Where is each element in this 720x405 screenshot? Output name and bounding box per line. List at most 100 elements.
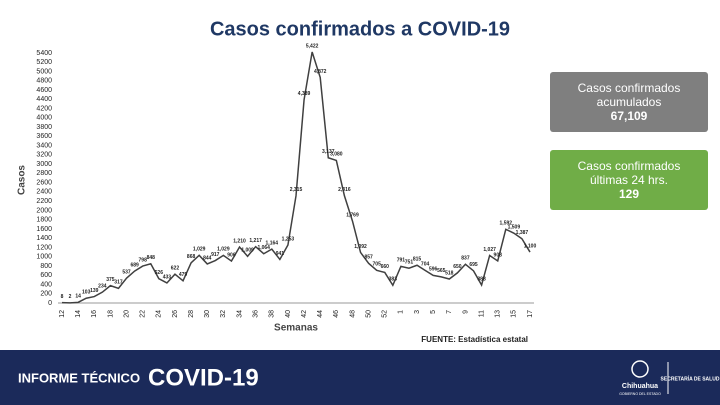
data-label: 1,387 [516, 230, 529, 236]
y-tick-label: 4000 [36, 115, 52, 122]
data-label: 857 [364, 255, 373, 261]
data-label: 317 [114, 280, 123, 286]
x-tick-label: 17 [527, 310, 534, 318]
y-tick-label: 4800 [36, 78, 52, 85]
x-tick-label: 9 [462, 310, 469, 314]
y-tick-label: 5200 [36, 59, 52, 66]
data-label: 433 [163, 274, 172, 280]
y-tick-label: 1400 [36, 235, 52, 242]
data-label: 1,064 [257, 245, 270, 251]
data-label: 1,210 [233, 238, 246, 244]
data-label: 2,315 [290, 187, 303, 193]
data-label: 5,422 [306, 43, 319, 49]
data-label: 695 [469, 262, 478, 268]
y-tick-label: 2400 [36, 189, 52, 196]
y-tick-label: 5400 [36, 50, 52, 57]
footer-government: GOBIERNO DEL ESTADO [619, 392, 661, 396]
x-tick-label: 12 [59, 310, 66, 318]
y-tick-label: 2200 [36, 198, 52, 205]
data-label: 1,769 [346, 212, 359, 218]
y-tick-label: 200 [40, 291, 52, 298]
x-tick-label: 7 [446, 310, 453, 314]
y-tick-label: 5000 [36, 68, 52, 75]
x-tick-label: 14 [75, 310, 82, 318]
data-label: 751 [405, 260, 414, 266]
y-tick-label: 2600 [36, 179, 52, 186]
line [61, 51, 531, 304]
x-tick-label: 34 [236, 310, 243, 318]
data-label: 704 [421, 262, 430, 268]
y-tick-label: 3400 [36, 142, 52, 149]
y-tick-label: 3800 [36, 124, 52, 131]
x-tick-label: 11 [478, 310, 485, 317]
data-label: 388 [477, 276, 486, 282]
x-tick-label: 16 [91, 310, 98, 318]
footer-state: Chihuahua [622, 383, 658, 390]
summary-card: Casos confirmados últimas 24 hrs. 129 [550, 150, 708, 210]
x-tick-label: 26 [172, 310, 179, 318]
y-tick-label: 1200 [36, 244, 52, 251]
x-tick-label: 3 [414, 310, 421, 314]
data-label: 908 [494, 252, 503, 258]
x-tick-label: 32 [220, 310, 227, 318]
x-tick-label: 24 [156, 310, 163, 318]
x-tick-label: 42 [301, 310, 308, 318]
data-label: 1,092 [354, 244, 367, 250]
x-tick-label: 30 [204, 310, 211, 318]
x-tick-label: 46 [333, 310, 340, 318]
data-label: 14 [75, 294, 81, 300]
x-tick-label: 28 [188, 310, 195, 318]
source: FUENTE: Estadística estatal [421, 335, 528, 344]
data-label: 375 [106, 277, 115, 283]
data-label: 4,872 [314, 69, 327, 75]
data-label: 139 [90, 288, 99, 294]
x-tick-label: 5 [430, 310, 437, 314]
data-label: 868 [187, 254, 196, 260]
card-label: Casos confirmados acumulados [577, 81, 681, 109]
x-tick-label: 13 [495, 310, 502, 318]
y-tick-label: 4600 [36, 87, 52, 94]
data-label: 844 [203, 255, 212, 261]
data-label: 103 [82, 290, 91, 296]
data-label: 798 [139, 257, 148, 263]
x-tick-label: 36 [252, 310, 259, 318]
x-tick-label: 50 [365, 310, 372, 318]
data-label: 1,509 [508, 224, 521, 230]
chart-title: Casos confirmados a COVID-19 [210, 18, 510, 40]
y-tick-label: 1800 [36, 217, 52, 224]
data-label: 837 [461, 256, 470, 262]
footer-topic: COVID-19 [148, 364, 259, 391]
data-label: 526 [155, 270, 164, 276]
data-label: 705 [373, 262, 382, 268]
logo-icon [631, 360, 649, 378]
data-label: 479 [179, 272, 188, 278]
data-label: 848 [147, 255, 156, 261]
card-label: Casos confirmados últimas 24 hrs. [577, 159, 681, 187]
card-value: 67,109 [610, 109, 648, 123]
data-label: 815 [413, 257, 422, 263]
footer-report: INFORME TÉCNICO [18, 370, 140, 385]
data-label: 1,100 [524, 243, 537, 249]
card-value: 129 [618, 187, 640, 201]
y-axis-label: Casos [17, 165, 28, 195]
data-label: 234 [98, 283, 107, 289]
data-label: 1,009 [241, 248, 254, 254]
data-label: 565 [437, 268, 446, 274]
y-tick-label: 0 [48, 300, 52, 307]
y-tick-label: 3200 [36, 152, 52, 159]
data-label: 1,164 [266, 240, 279, 246]
data-label: 1,029 [217, 247, 230, 253]
y-tick-label: 4400 [36, 96, 52, 103]
y-tick-label: 1000 [36, 254, 52, 261]
x-tick-label: 1 [398, 310, 405, 314]
data-label: 537 [122, 269, 131, 275]
x-tick-label: 52 [382, 310, 389, 318]
summary-card: Casos confirmados acumulados 67,109 [550, 72, 708, 132]
y-tick-label: 4200 [36, 105, 52, 112]
data-label: 1,592 [500, 221, 513, 227]
data-label: 596 [429, 267, 438, 273]
y-tick-label: 2000 [36, 207, 52, 214]
data-label: 917 [211, 252, 220, 258]
y-tick-label: 600 [40, 272, 52, 279]
